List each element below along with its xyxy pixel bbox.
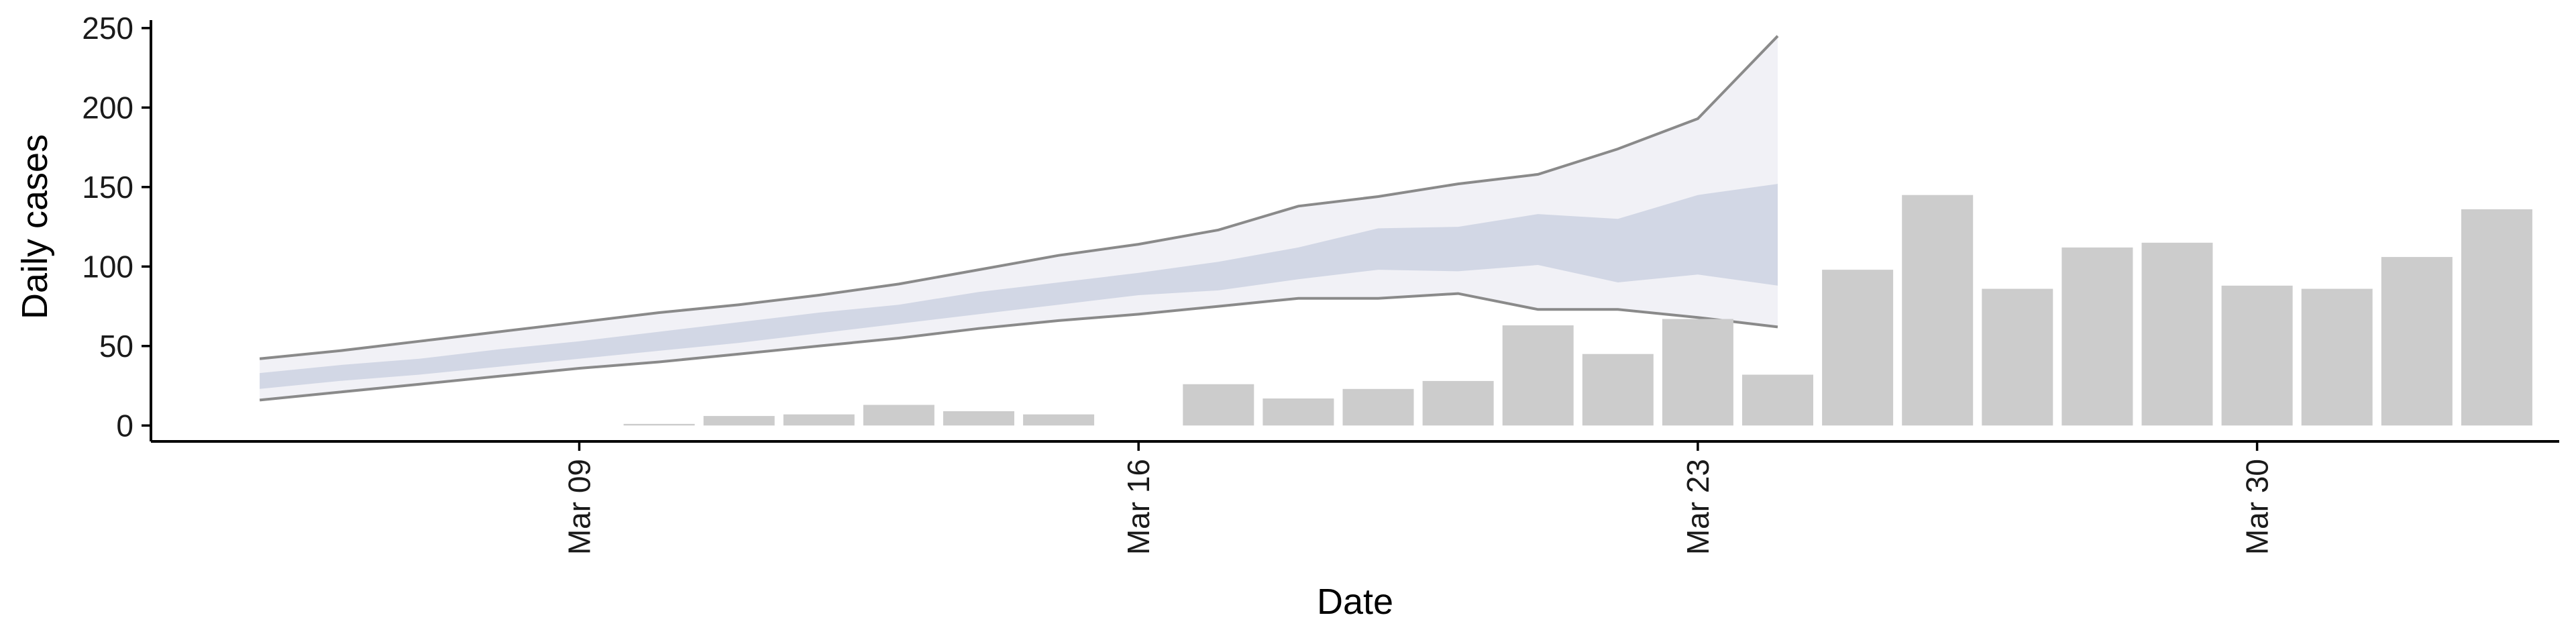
bar <box>863 405 934 426</box>
y-tick-label: 250 <box>82 11 133 46</box>
bar <box>1342 388 1414 426</box>
bar <box>1982 288 2053 426</box>
bar <box>1502 325 1574 426</box>
bar <box>2221 285 2293 426</box>
bar <box>2061 247 2133 426</box>
bar <box>1023 414 1095 426</box>
bar <box>2301 288 2373 426</box>
y-tick-label: 200 <box>82 90 133 125</box>
bar <box>2141 242 2213 426</box>
forecast-upper-line <box>259 35 1779 360</box>
bar <box>943 411 1014 426</box>
bar <box>1822 270 1894 426</box>
x-tick-label: Mar 23 <box>1680 459 1715 555</box>
bar <box>1582 354 1654 426</box>
y-tick-label: 50 <box>99 329 133 364</box>
axes: 0 50 100 150 200 250 Mar 09 Mar 16 Mar 23 Mar 30 <box>82 11 2559 555</box>
bar <box>1422 380 1494 426</box>
bar <box>623 423 695 426</box>
forecast-50-band <box>260 184 1778 389</box>
bar <box>1742 374 1813 426</box>
bar <box>1902 195 1974 426</box>
x-tick-label: Mar 30 <box>2240 459 2275 555</box>
y-tick-label: 0 <box>116 408 133 443</box>
y-tick-label: 100 <box>82 249 133 284</box>
y-tick-label: 150 <box>82 170 133 205</box>
bar <box>1662 319 1733 426</box>
x-tick-label: Mar 09 <box>562 459 597 555</box>
bar <box>2381 257 2453 426</box>
bar <box>703 416 775 426</box>
bar <box>783 414 855 426</box>
forecast-lower-line <box>259 292 1778 402</box>
bars-group <box>623 195 2532 426</box>
x-axis-title: Date <box>1317 582 1393 622</box>
x-tick-label: Mar 16 <box>1121 459 1156 555</box>
bar <box>1263 398 1334 426</box>
bar <box>1183 384 1254 426</box>
bar <box>2461 209 2532 426</box>
forecast-bands <box>259 35 1779 402</box>
y-axis-title: Daily cases <box>15 134 55 319</box>
